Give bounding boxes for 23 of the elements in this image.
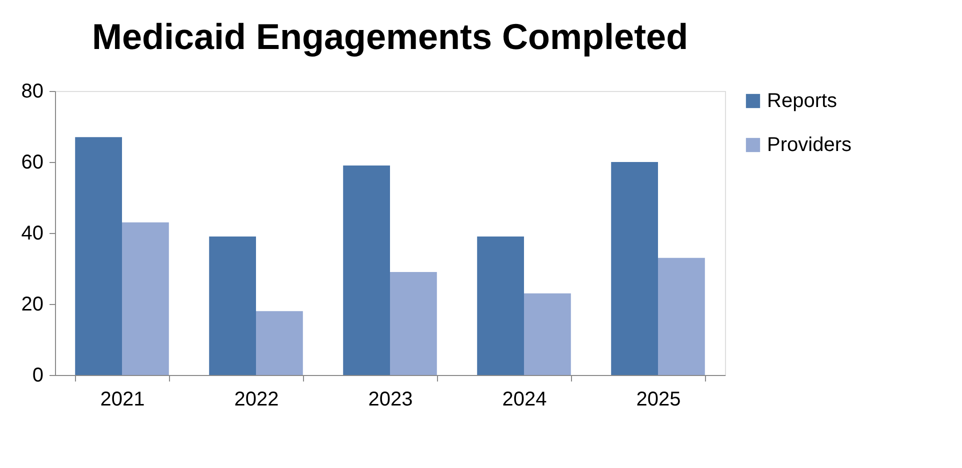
legend-label: Providers	[767, 134, 852, 156]
x-tick-label: 2023	[368, 388, 413, 410]
bar	[658, 258, 705, 375]
y-tick-label: 20	[21, 294, 44, 316]
bar	[611, 162, 658, 375]
bar	[209, 236, 256, 375]
bar	[524, 293, 571, 375]
bar	[477, 236, 524, 375]
x-tick-label: 2022	[234, 388, 279, 410]
bar	[122, 222, 169, 375]
bar	[343, 166, 390, 375]
bar	[390, 272, 437, 375]
y-tick-label: 40	[21, 222, 44, 244]
y-tick-label: 80	[21, 80, 44, 102]
x-tick-label: 2024	[502, 388, 547, 410]
y-tick-label: 0	[32, 364, 44, 386]
x-tick-label: 2025	[636, 388, 681, 410]
y-tick-label: 60	[21, 152, 44, 174]
x-tick-label: 2021	[100, 388, 145, 410]
bar	[75, 137, 122, 375]
chart-title: Medicaid Engagements Completed	[92, 16, 688, 57]
bar	[256, 311, 303, 375]
legend-label: Reports	[767, 90, 838, 112]
